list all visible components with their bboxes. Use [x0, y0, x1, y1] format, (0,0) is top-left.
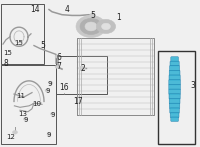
Text: 14: 14: [30, 5, 40, 14]
Text: 9: 9: [47, 132, 51, 138]
Text: 2: 2: [81, 64, 85, 73]
Bar: [158, 51, 195, 144]
Text: 17: 17: [73, 97, 83, 106]
Circle shape: [76, 15, 106, 37]
Text: 15: 15: [15, 40, 23, 46]
FancyBboxPatch shape: [169, 80, 180, 85]
FancyBboxPatch shape: [171, 117, 178, 121]
FancyBboxPatch shape: [170, 108, 179, 113]
Text: 12: 12: [6, 134, 15, 140]
FancyBboxPatch shape: [169, 75, 180, 80]
FancyBboxPatch shape: [170, 113, 179, 118]
Text: 3: 3: [190, 81, 195, 91]
Bar: [1, 4, 44, 64]
Circle shape: [102, 23, 110, 30]
Text: 15: 15: [4, 50, 12, 56]
Bar: [1, 65, 56, 144]
Text: 8: 8: [4, 59, 8, 69]
FancyBboxPatch shape: [170, 61, 179, 66]
Text: 6: 6: [57, 53, 61, 62]
Circle shape: [85, 22, 97, 31]
FancyBboxPatch shape: [171, 57, 178, 62]
Bar: [56, 56, 107, 94]
Text: 7: 7: [57, 62, 61, 71]
Circle shape: [45, 89, 49, 92]
Text: 16: 16: [60, 83, 69, 92]
Text: 4: 4: [65, 5, 69, 14]
Circle shape: [90, 13, 96, 18]
Circle shape: [79, 66, 85, 71]
FancyBboxPatch shape: [169, 70, 180, 76]
Text: 5: 5: [91, 11, 95, 20]
Circle shape: [55, 55, 59, 58]
Circle shape: [55, 65, 59, 68]
FancyBboxPatch shape: [169, 103, 180, 108]
Circle shape: [47, 133, 51, 136]
Circle shape: [49, 82, 53, 85]
Circle shape: [13, 131, 17, 134]
Circle shape: [96, 19, 116, 34]
Circle shape: [23, 118, 27, 121]
FancyBboxPatch shape: [170, 66, 180, 71]
FancyBboxPatch shape: [169, 94, 180, 99]
Text: 13: 13: [18, 111, 28, 117]
FancyBboxPatch shape: [169, 98, 180, 104]
Text: 11: 11: [16, 93, 26, 99]
Text: 5: 5: [41, 41, 45, 50]
Text: 9: 9: [48, 81, 52, 87]
Text: 9: 9: [46, 88, 50, 94]
Text: 1: 1: [117, 13, 121, 22]
Circle shape: [80, 18, 102, 35]
FancyBboxPatch shape: [169, 89, 180, 94]
Circle shape: [50, 112, 54, 115]
Text: 9: 9: [51, 112, 55, 118]
Text: 9: 9: [23, 117, 28, 123]
FancyBboxPatch shape: [169, 84, 180, 90]
Text: 10: 10: [32, 101, 42, 107]
